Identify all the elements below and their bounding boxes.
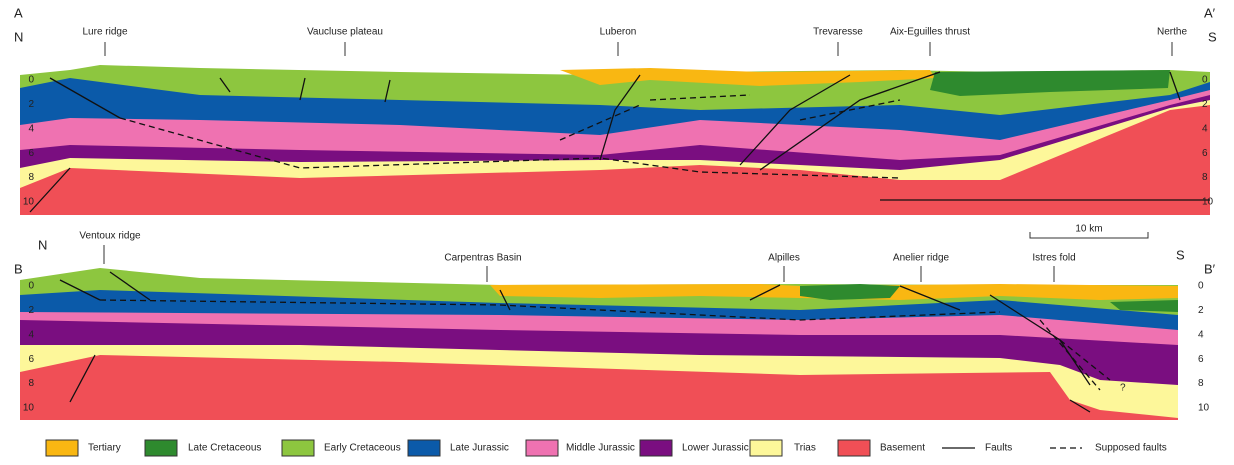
tertiary — [560, 68, 935, 86]
depth-tick-label: 8 — [28, 378, 34, 389]
place-labels-a: Lure ridge Vaucluse plateau Luberon Trev… — [82, 27, 1187, 56]
section-start: B — [14, 261, 23, 276]
scale-bar: 10 km — [1029, 224, 1149, 239]
legend-swatch — [837, 439, 871, 457]
legend-label: Lower Jurassic — [682, 443, 749, 454]
depth-tick-label: 10 — [23, 403, 35, 414]
basement — [20, 105, 1210, 215]
legend: Tertiary Late Cretaceous Early Cretaceou… — [45, 439, 1167, 457]
scale-label: 10 km — [1075, 224, 1102, 235]
place-label: Alpilles — [768, 253, 800, 264]
depth-tick-label: 6 — [1202, 148, 1208, 159]
depth-tick-label: 6 — [28, 354, 34, 365]
legend-swatch — [144, 439, 178, 457]
legend-label: Faults — [985, 443, 1012, 454]
depth-tick-label: 4 — [1202, 123, 1208, 134]
depth-tick-label: 10 — [23, 197, 35, 208]
legend-label: Tertiary — [88, 443, 121, 454]
legend-swatch — [407, 439, 441, 457]
legend-label: Middle Jurassic — [566, 443, 635, 454]
depth-tick-label: 0 — [1202, 75, 1208, 86]
depth-tick-label: 8 — [28, 172, 34, 183]
fault — [219, 77, 391, 103]
depth-tick-label: 0 — [1198, 281, 1204, 292]
late-cretaceous — [1110, 300, 1178, 312]
direction: S — [1208, 29, 1217, 44]
place-label: Istres fold — [1032, 253, 1075, 264]
depth-tick-label: 6 — [28, 148, 34, 159]
fault — [29, 71, 1210, 213]
section-start: A — [14, 5, 23, 20]
place-label: Nerthe — [1157, 27, 1187, 38]
legend-swatch — [639, 439, 673, 457]
place-label: Vaucluse plateau — [307, 27, 383, 38]
scale-line — [1029, 232, 1149, 239]
place-label: Carpentras Basin — [444, 253, 521, 264]
place-label: Aix-Eguilles thrust — [890, 27, 970, 38]
section-a-layers — [20, 65, 1210, 215]
depth-tick-label: 8 — [1202, 172, 1208, 183]
basement — [20, 355, 1178, 420]
legend-label: Early Cretaceous — [324, 443, 401, 454]
section-end: B′ — [1204, 261, 1216, 276]
depth-tick-label: 0 — [28, 75, 34, 86]
place-label: Luberon — [600, 27, 637, 38]
question-mark: ? — [1120, 383, 1126, 394]
depth-tick-label: 0 — [28, 281, 34, 292]
depth-tick-label: 8 — [1198, 378, 1204, 389]
depth-tick-label: 2 — [28, 99, 34, 110]
depth-tick-label: 4 — [28, 329, 34, 340]
late-cretaceous — [930, 70, 1170, 96]
depth-axes: 0 0 2 2 4 4 6 6 8 8 10 10 0 0 2 2 4 4 6 6 8 8 10 10 — [23, 75, 1214, 414]
legend-swatch — [281, 439, 315, 457]
supposed-fault — [119, 94, 901, 179]
supposed-fault — [99, 299, 1111, 391]
place-labels-b: Ventoux ridge Carpentras Basin Alpilles … — [79, 231, 1076, 282]
legend-swatch — [45, 439, 79, 457]
depth-tick-label: 2 — [1202, 99, 1208, 110]
depth-tick-label: 10 — [1202, 197, 1214, 208]
legend-label: Basement — [880, 443, 925, 454]
late-cretaceous — [800, 284, 900, 300]
depth-tick-label: 6 — [1198, 354, 1204, 365]
section-end: A′ — [1204, 5, 1216, 20]
depth-tick-label: 4 — [28, 123, 34, 134]
place-label: Ventoux ridge — [79, 231, 141, 242]
depth-tick-label: 4 — [1198, 329, 1204, 340]
legend-swatch — [749, 439, 783, 457]
section-b-layers — [20, 268, 1178, 420]
depth-tick-label: 10 — [1198, 403, 1210, 414]
place-label: Anelier ridge — [893, 253, 950, 264]
direction: S — [1176, 247, 1185, 262]
legend-label: Supposed faults — [1095, 443, 1167, 454]
depth-tick-label: 2 — [1198, 305, 1204, 316]
legend-label: Trias — [794, 443, 816, 454]
legend-label: Late Cretaceous — [188, 443, 261, 454]
legend-swatch — [525, 439, 559, 457]
direction: N — [14, 29, 23, 44]
legend-label: Late Jurassic — [450, 443, 509, 454]
place-label: Trevaresse — [813, 27, 863, 38]
place-label: Lure ridge — [82, 27, 127, 38]
direction: N — [38, 237, 47, 252]
depth-tick-label: 2 — [28, 305, 34, 316]
